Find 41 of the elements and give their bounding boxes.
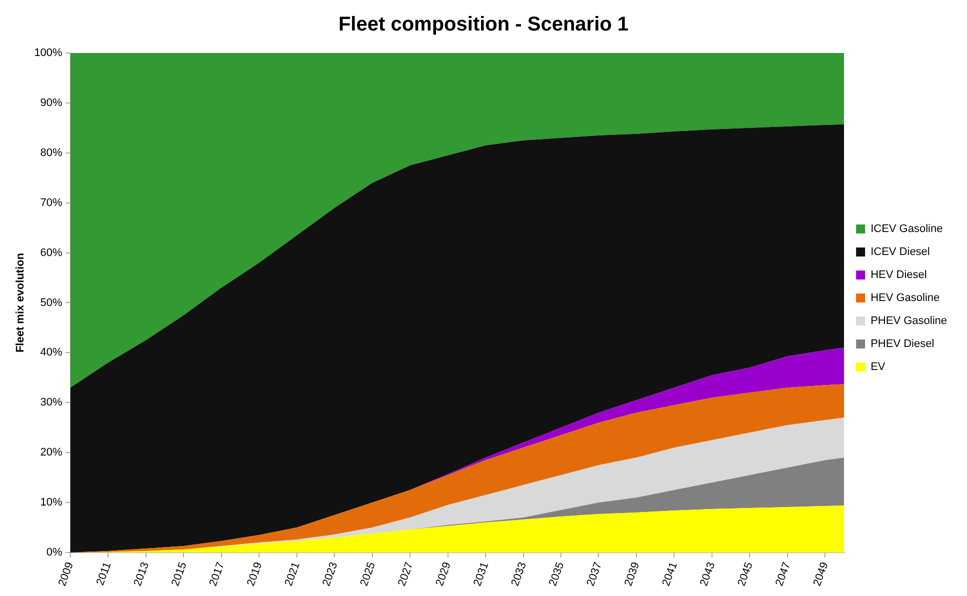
x-tick-label: 2037 xyxy=(584,560,604,588)
y-tick-label: 50% xyxy=(40,296,63,309)
y-tick-label: 30% xyxy=(40,396,63,409)
y-tick-label: 100% xyxy=(34,47,63,60)
chart-title: Fleet composition - Scenario 1 xyxy=(338,14,629,36)
y-tick-label: 20% xyxy=(40,446,63,459)
y-tick-label: 80% xyxy=(40,146,63,159)
y-tick-label: 90% xyxy=(40,96,63,109)
legend-label: HEV Gasoline xyxy=(870,292,940,304)
legend-label: ICEV Diesel xyxy=(870,246,930,258)
x-tick-label: 2047 xyxy=(773,560,794,588)
x-tick-label: 2027 xyxy=(396,560,416,588)
legend-label: ICEV Gasoline xyxy=(870,223,943,236)
x-tick-label: 2013 xyxy=(132,560,152,588)
x-tick-label: 2035 xyxy=(547,560,567,588)
y-tick-label: 70% xyxy=(40,196,63,209)
x-tick-label: 2009 xyxy=(56,560,76,588)
x-tick-label: 2019 xyxy=(245,560,265,588)
x-tick-label: 2025 xyxy=(358,560,378,588)
y-tick-label: 60% xyxy=(40,246,63,259)
legend-label: HEV Diesel xyxy=(870,269,927,282)
legend-label: PHEV Diesel xyxy=(870,338,934,350)
y-tick-label: 40% xyxy=(40,346,63,359)
x-tick-label: 2015 xyxy=(170,560,190,588)
x-tick-label: 2031 xyxy=(472,560,492,588)
x-tick-label: 2029 xyxy=(434,560,454,588)
x-tick-label: 2043 xyxy=(698,560,718,588)
legend-label: EV xyxy=(870,361,886,374)
x-tick-label: 2041 xyxy=(660,560,680,588)
legend-label: PHEV Gasoline xyxy=(870,315,948,328)
y-tick-label: 10% xyxy=(40,496,63,509)
y-tick-label: 0% xyxy=(46,546,63,559)
x-tick-label: 2021 xyxy=(282,560,302,588)
x-tick-label: 2011 xyxy=(94,560,114,588)
x-tick-label: 2049 xyxy=(811,560,831,588)
y-axis-title: Fleet mix evolution xyxy=(14,252,27,353)
x-tick-label: 2033 xyxy=(509,560,529,588)
x-tick-label: 2045 xyxy=(736,560,756,588)
x-tick-label: 2023 xyxy=(320,560,340,588)
x-tick-label: 2017 xyxy=(207,560,227,588)
x-tick-label: 2039 xyxy=(622,560,642,588)
